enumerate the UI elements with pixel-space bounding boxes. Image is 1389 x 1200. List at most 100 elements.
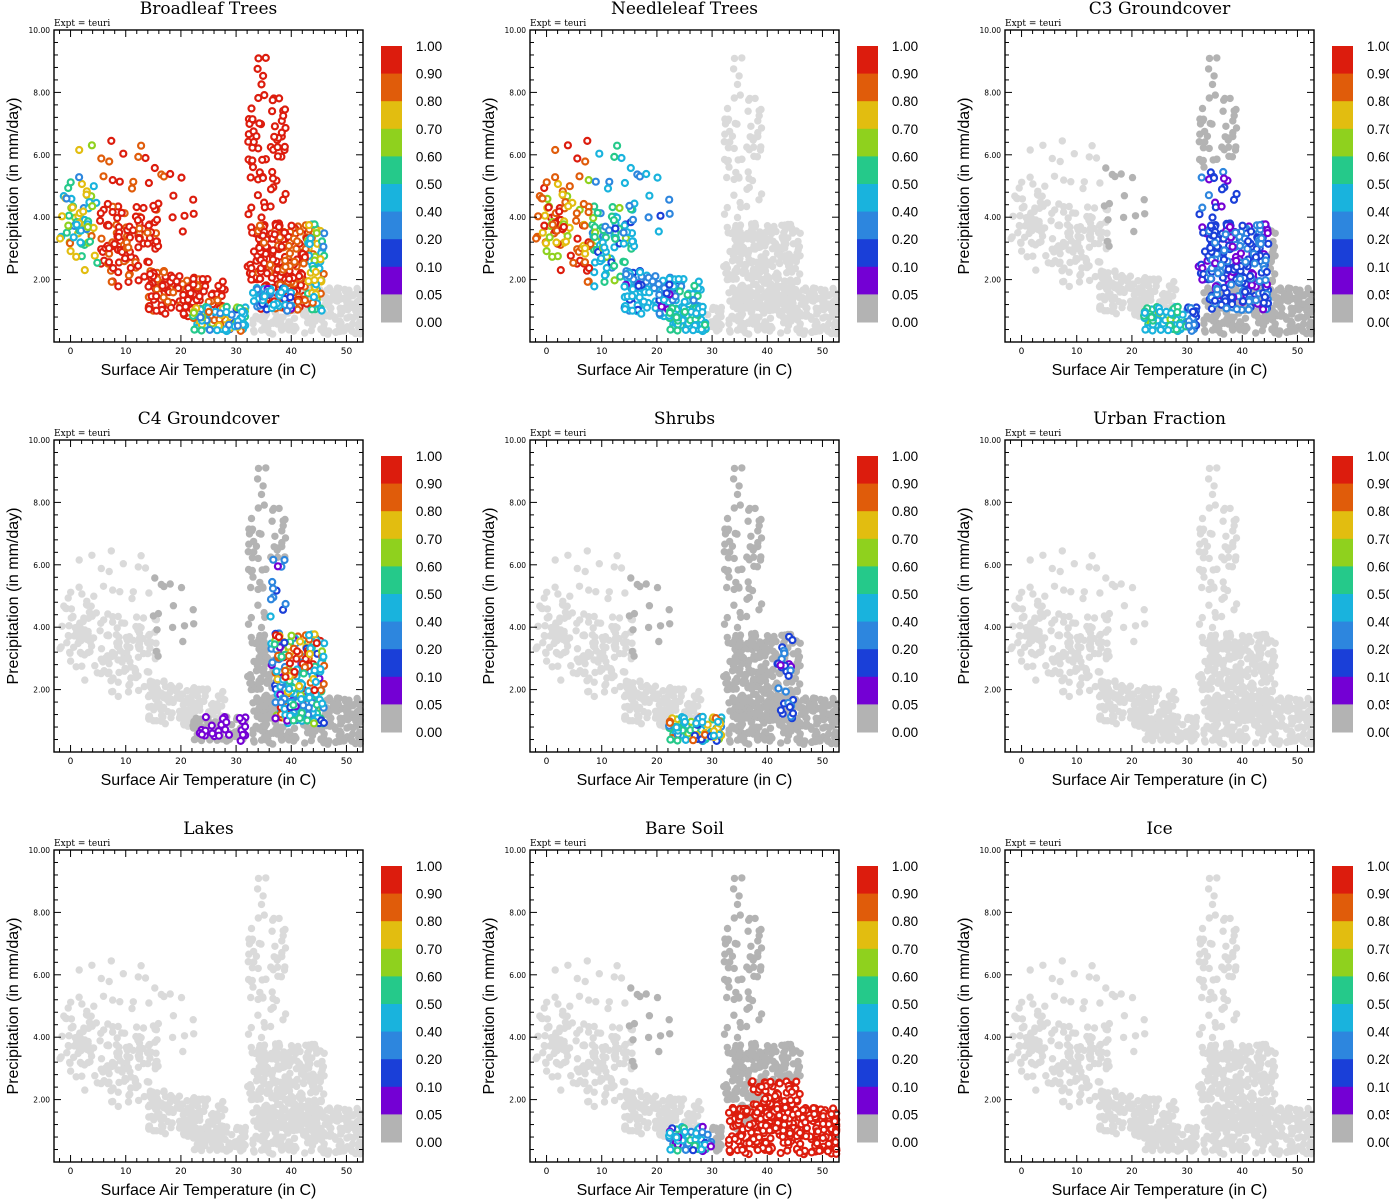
colorbar-swatch: [381, 649, 402, 678]
data-point: [751, 94, 759, 103]
data-point: [289, 325, 297, 334]
data-point: [532, 644, 540, 653]
data-point: [301, 329, 309, 337]
data-point: [538, 228, 547, 237]
data-point: [761, 275, 769, 283]
data-point: [169, 288, 178, 297]
data-point: [146, 270, 155, 279]
data-point: [665, 280, 674, 289]
data-point: [124, 277, 133, 286]
data-point: [104, 632, 113, 640]
data-point: [786, 309, 794, 318]
colorbar-label: 0.05: [1367, 287, 1389, 302]
data-point: [538, 194, 547, 203]
data-point: [279, 111, 288, 120]
data-point: [317, 306, 326, 315]
data-point: [278, 538, 286, 547]
data-point: [259, 584, 267, 592]
data-point: [583, 547, 591, 555]
data-point: [247, 514, 256, 523]
data-point: [634, 281, 643, 290]
data-point: [665, 606, 673, 614]
data-point: [244, 210, 253, 219]
data-point: [280, 105, 290, 114]
data-point: [208, 729, 217, 738]
data-point: [580, 632, 589, 640]
data-point: [575, 172, 584, 181]
data-point: [720, 210, 729, 218]
data-point: [281, 189, 290, 199]
data-point: [580, 221, 589, 230]
colorbar-label: 0.20: [416, 642, 442, 657]
x-tick-label: 30: [706, 347, 718, 357]
colorbar-label: 0.90: [416, 477, 442, 492]
data-point: [257, 213, 266, 222]
data-point: [1148, 326, 1157, 335]
data-point: [549, 631, 557, 639]
data-point: [178, 227, 187, 236]
data-point: [132, 613, 141, 621]
data-point: [82, 600, 91, 609]
data-point: [144, 258, 153, 267]
data-point: [168, 213, 177, 222]
data-point: [751, 504, 759, 513]
data-point: [320, 320, 328, 328]
data-point: [105, 567, 113, 576]
data-point: [562, 647, 570, 656]
colorbar-label: 0.70: [892, 122, 918, 137]
data-point: [625, 201, 634, 210]
data-point: [1206, 221, 1216, 230]
data-point: [110, 240, 119, 249]
data-point: [338, 717, 346, 726]
data-point: [710, 322, 718, 330]
data-point: [256, 631, 264, 640]
data-point: [145, 668, 153, 676]
data-point: [1220, 96, 1228, 104]
data-point: [572, 209, 581, 218]
data-point: [332, 328, 340, 337]
data-point: [642, 580, 650, 588]
data-point: [1225, 152, 1233, 160]
x-axis-label: Surface Air Temperature (in C): [1052, 362, 1268, 379]
data-point: [564, 202, 573, 211]
data-point: [642, 169, 651, 179]
data-point: [1278, 304, 1286, 312]
data-point: [1235, 241, 1245, 250]
data-point: [190, 325, 199, 334]
data-point: [249, 316, 257, 324]
data-point: [97, 234, 106, 243]
data-point: [591, 643, 599, 651]
data-point: [103, 199, 112, 209]
data-point: [1221, 133, 1229, 141]
data-point: [1103, 292, 1111, 300]
data-point: [644, 213, 653, 222]
x-tick-label: 10: [596, 347, 608, 357]
data-point: [1283, 328, 1291, 337]
data-point: [249, 736, 258, 745]
data-point: [794, 289, 802, 298]
data-point: [235, 713, 244, 723]
data-point: [213, 296, 222, 305]
data-point: [1236, 249, 1246, 258]
data-point: [564, 612, 572, 620]
data-point: [736, 91, 744, 99]
data-point: [93, 669, 102, 677]
data-point: [189, 606, 197, 614]
colorbar-swatch: [381, 676, 402, 705]
data-point: [99, 582, 108, 590]
colorbar-swatch: [1332, 266, 1353, 295]
y-tick-label: 6.00: [33, 561, 50, 570]
data-point: [1208, 80, 1217, 89]
data-point: [273, 143, 282, 152]
data-point: [600, 243, 609, 252]
data-point: [605, 588, 613, 596]
data-point: [1217, 202, 1226, 211]
data-point: [266, 595, 276, 604]
data-point: [338, 307, 346, 316]
data-point: [73, 631, 81, 639]
data-point: [584, 688, 592, 696]
data-point: [673, 326, 682, 335]
data-point: [199, 685, 207, 693]
data-point: [104, 258, 114, 267]
